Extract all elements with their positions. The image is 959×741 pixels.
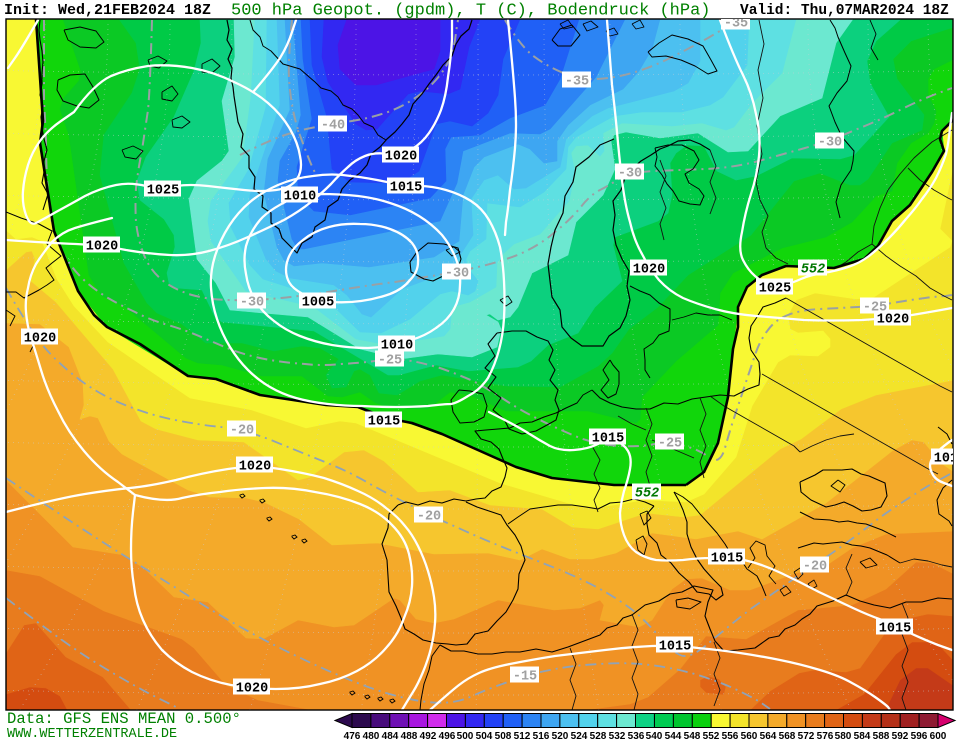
svg-text:516: 516 [533, 731, 550, 741]
svg-text:-15: -15 [513, 670, 537, 685]
svg-text:544: 544 [665, 731, 682, 741]
svg-text:548: 548 [684, 731, 701, 741]
svg-text:1015: 1015 [934, 452, 959, 467]
svg-text:-20: -20 [230, 424, 254, 439]
svg-text:Init: Wed,21FEB2024 18Z: Init: Wed,21FEB2024 18Z [4, 2, 211, 19]
svg-text:500 hPa Geopot. (gpdm), T (C),: 500 hPa Geopot. (gpdm), T (C), Bodendruc… [231, 2, 710, 21]
svg-text:524: 524 [571, 731, 588, 741]
svg-text:Data: GFS ENS MEAN 0.500°: Data: GFS ENS MEAN 0.500° [7, 710, 241, 728]
svg-text:596: 596 [911, 731, 928, 741]
svg-text:504: 504 [476, 731, 493, 741]
svg-text:WWW.WETTERZENTRALE.DE: WWW.WETTERZENTRALE.DE [7, 727, 177, 741]
svg-text:-30: -30 [818, 136, 842, 151]
svg-text:1020: 1020 [239, 460, 271, 475]
svg-text:572: 572 [798, 731, 815, 741]
svg-text:564: 564 [760, 731, 777, 741]
svg-text:1025: 1025 [147, 184, 179, 199]
svg-text:-30: -30 [240, 296, 264, 311]
svg-text:496: 496 [439, 731, 456, 741]
svg-text:528: 528 [590, 731, 607, 741]
svg-text:508: 508 [495, 731, 512, 741]
svg-text:1005: 1005 [302, 296, 334, 311]
svg-text:1020: 1020 [633, 263, 665, 278]
svg-text:540: 540 [646, 731, 663, 741]
svg-text:-25: -25 [658, 437, 682, 452]
svg-text:-40: -40 [321, 119, 345, 134]
svg-text:-30: -30 [618, 167, 642, 182]
svg-text:484: 484 [382, 731, 399, 741]
svg-text:1015: 1015 [659, 640, 691, 655]
svg-text:1015: 1015 [390, 181, 422, 196]
svg-text:1015: 1015 [592, 432, 624, 447]
svg-text:520: 520 [552, 731, 569, 741]
svg-text:476: 476 [344, 731, 361, 741]
svg-text:1020: 1020 [236, 682, 268, 697]
svg-text:552: 552 [703, 731, 720, 741]
svg-text:568: 568 [779, 731, 796, 741]
svg-text:576: 576 [817, 731, 834, 741]
svg-text:488: 488 [401, 731, 418, 741]
svg-text:1015: 1015 [368, 415, 400, 430]
svg-text:512: 512 [514, 731, 531, 741]
svg-text:-30: -30 [445, 267, 469, 282]
svg-text:1020: 1020 [24, 332, 56, 347]
svg-text:480: 480 [363, 731, 380, 741]
svg-text:588: 588 [873, 731, 890, 741]
svg-text:-35: -35 [724, 17, 748, 32]
svg-text:-20: -20 [417, 510, 441, 525]
svg-text:580: 580 [835, 731, 852, 741]
svg-text:552: 552 [635, 487, 659, 502]
svg-text:1010: 1010 [381, 339, 413, 354]
svg-text:584: 584 [854, 731, 871, 741]
svg-text:1025: 1025 [759, 282, 791, 297]
svg-text:-25: -25 [378, 354, 402, 369]
svg-text:1010: 1010 [284, 190, 316, 205]
svg-text:-25: -25 [863, 301, 887, 316]
svg-text:1020: 1020 [877, 313, 909, 328]
svg-text:500: 500 [457, 731, 474, 741]
svg-text:Valid: Thu,07MAR2024 18Z: Valid: Thu,07MAR2024 18Z [740, 3, 949, 19]
svg-text:556: 556 [722, 731, 739, 741]
svg-text:492: 492 [420, 731, 437, 741]
svg-text:1020: 1020 [385, 150, 417, 165]
svg-text:600: 600 [930, 731, 947, 741]
svg-text:1015: 1015 [711, 552, 743, 567]
svg-text:1015: 1015 [879, 622, 911, 637]
svg-text:536: 536 [628, 731, 645, 741]
svg-text:1020: 1020 [86, 240, 118, 255]
svg-text:-20: -20 [803, 560, 827, 575]
svg-text:592: 592 [892, 731, 909, 741]
svg-text:552: 552 [801, 263, 825, 278]
svg-text:560: 560 [741, 731, 758, 741]
svg-text:-35: -35 [565, 75, 589, 90]
svg-text:532: 532 [609, 731, 626, 741]
